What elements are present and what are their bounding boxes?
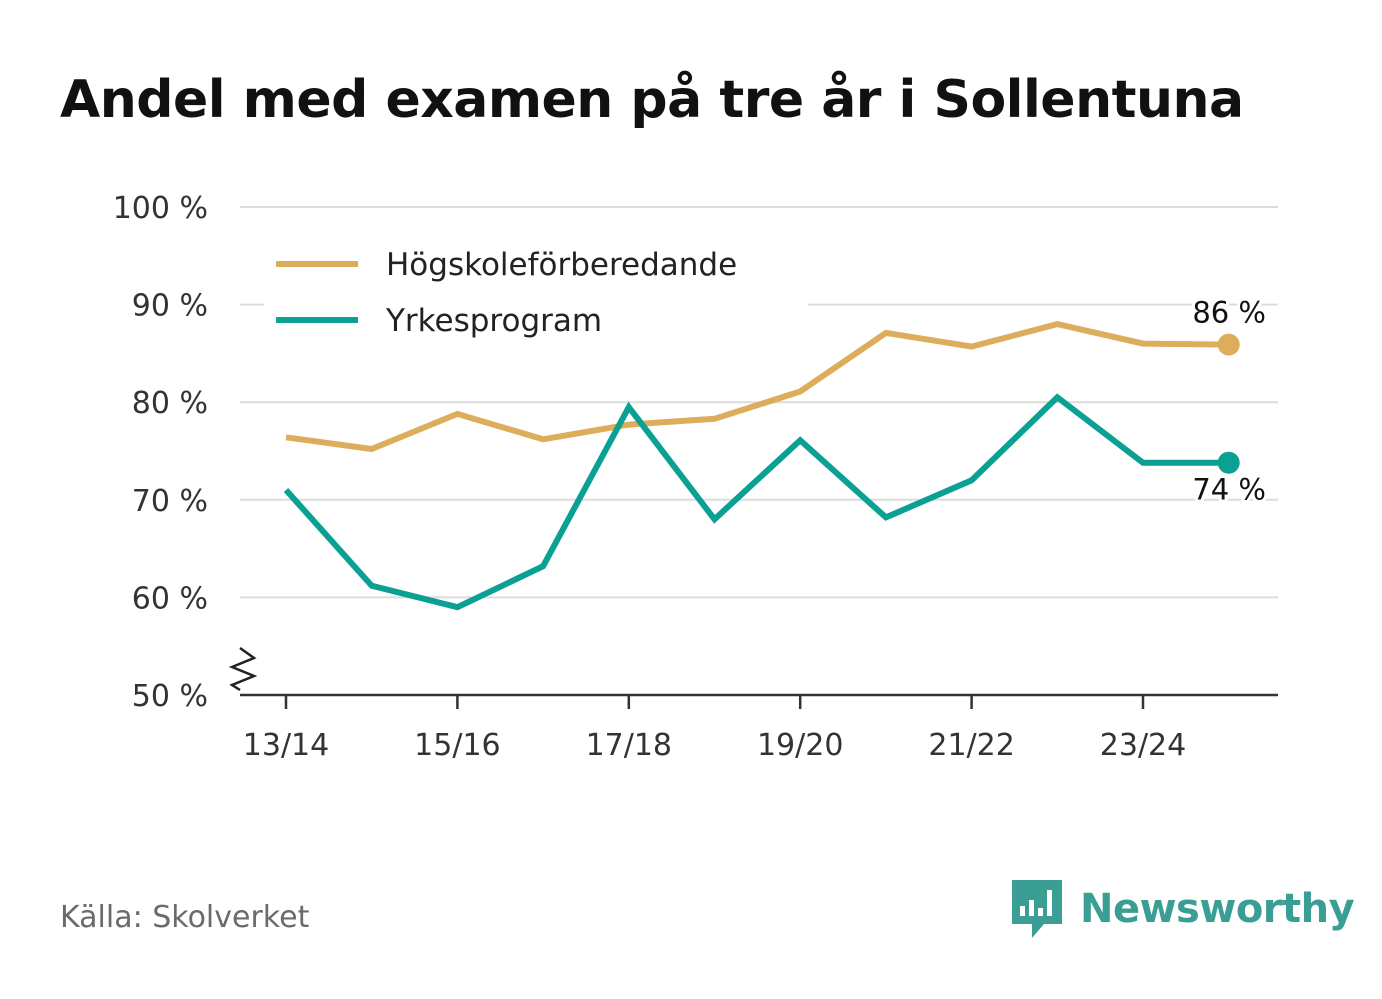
legend-background	[264, 233, 808, 359]
y-tick-label: 70 %	[132, 484, 208, 519]
y-tick-label: 90 %	[132, 289, 208, 324]
legend-label: Högskoleförberedande	[386, 247, 737, 283]
brand-logo: Newsworthy	[1010, 878, 1355, 940]
x-tick-label: 21/22	[928, 728, 1014, 763]
x-tick-label: 13/14	[243, 728, 329, 763]
series-end-marker	[1217, 451, 1240, 474]
y-tick-label: 60 %	[132, 581, 208, 616]
x-tick-label: 23/24	[1100, 728, 1186, 763]
series-end-label: 86 %	[1192, 296, 1266, 330]
brand-name: Newsworthy	[1080, 886, 1355, 932]
newsworthy-logo-icon	[1012, 880, 1062, 938]
y-tick-label: 100 %	[113, 191, 208, 226]
x-tick-label: 19/20	[757, 728, 843, 763]
legend-label: Yrkesprogram	[385, 303, 602, 339]
chart-title: Andel med examen på tre år i Sollentuna	[60, 70, 1244, 130]
x-tick-label: 17/18	[586, 728, 672, 763]
y-tick-label: 80 %	[132, 386, 208, 421]
axis-break-symbol	[228, 646, 258, 692]
y-tick-label: 50 %	[132, 679, 208, 714]
x-tick-label: 15/16	[414, 728, 500, 763]
series-end-label: 74 %	[1192, 473, 1266, 507]
series-line	[283, 393, 1229, 611]
series-end-marker	[1217, 333, 1240, 356]
series-line	[285, 321, 1229, 453]
source-credit: Källa: Skolverket	[60, 900, 310, 935]
